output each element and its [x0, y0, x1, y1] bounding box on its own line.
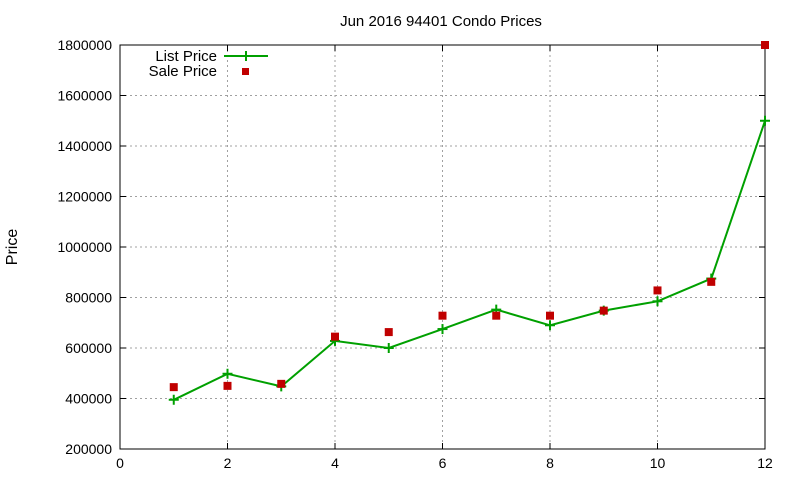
x-tick-label: 10 [650, 455, 666, 471]
y-tick-label: 1200000 [57, 189, 112, 205]
sale-price-point [438, 311, 447, 320]
sale-price-point [331, 332, 339, 341]
sale-price-point [653, 286, 662, 295]
series-layer [168, 41, 770, 405]
legend-label-sale-price: Sale Price [149, 63, 217, 80]
y-axis-title: Price [4, 229, 21, 266]
sale-price-point [761, 41, 769, 49]
legend-label-list-price: List Price [155, 48, 217, 65]
y-tick-label: 400000 [65, 391, 112, 407]
list-price-point [168, 394, 179, 405]
list-price-point [383, 343, 394, 353]
sale-price-point [169, 383, 178, 392]
y-tick-label: 1800000 [57, 37, 112, 53]
sale-price-point [546, 311, 554, 320]
list-price-point [760, 115, 770, 126]
tick-layer: 0 2 4 6 8 10 12 200000 400000 600000 800000 1000000… [57, 37, 773, 471]
list-price-point [222, 368, 233, 379]
y-tick-label: 1600000 [57, 88, 112, 104]
y-tick-label: 600000 [65, 340, 112, 356]
x-tick-label: 6 [439, 455, 447, 471]
sale-price-point [277, 379, 286, 388]
y-tick-label: 1000000 [57, 239, 112, 255]
legend-marker-sale-price [242, 68, 249, 75]
sale-price-point [599, 306, 608, 315]
chart-title: Jun 2016 94401 Condo Prices [340, 13, 542, 30]
legend-marker-list-price [241, 51, 251, 61]
list-price-point [652, 296, 663, 307]
x-tick-label: 8 [546, 455, 554, 471]
x-tick-label: 12 [757, 455, 773, 471]
sale-price-point [223, 381, 232, 390]
sale-price-point [492, 311, 501, 320]
y-tick-label: 800000 [65, 290, 112, 306]
list-price-point [545, 320, 555, 331]
x-tick-label: 0 [116, 455, 124, 471]
legend: List Price Sale Price [149, 48, 268, 80]
list-price-point [437, 324, 448, 335]
y-tick-label: 200000 [65, 441, 112, 457]
series-line-list-price [173, 120, 766, 401]
x-tick-label: 4 [331, 455, 339, 471]
x-tick-label: 2 [224, 455, 232, 471]
sale-price-point [384, 328, 393, 337]
y-tick-label: 1400000 [57, 138, 112, 154]
grid-layer [120, 45, 765, 449]
sale-price-point [707, 277, 716, 286]
